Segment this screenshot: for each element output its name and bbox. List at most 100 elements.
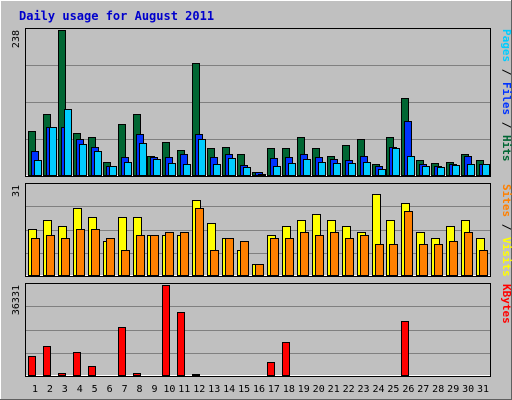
bar-kbytes-day-4 <box>73 352 81 376</box>
day-label-26: 26 <box>402 384 414 395</box>
bar-pages-day-15 <box>243 167 251 176</box>
bar-sites-day-24 <box>375 244 384 276</box>
legend-part: Visits <box>500 237 512 277</box>
y-max-label: 31 <box>11 185 22 197</box>
bar-sites-day-12 <box>195 208 204 276</box>
day-label-17: 17 <box>268 384 280 395</box>
bar-sites-day-16 <box>255 264 264 276</box>
bar-pages-day-22 <box>348 163 356 176</box>
day-label-11: 11 <box>178 384 190 395</box>
bar-sites-day-4 <box>76 229 85 276</box>
bar-pages-day-18 <box>288 163 296 176</box>
bar-sites-day-22 <box>345 238 354 276</box>
bar-pages-day-8 <box>139 143 147 176</box>
bar-kbytes-day-2 <box>43 346 51 376</box>
bar-pages-day-23 <box>363 162 371 176</box>
chart-title: Daily usage for August 2011 <box>19 9 214 23</box>
panel-2: 31 Sites / Visits <box>11 183 512 277</box>
bar-pages-day-14 <box>228 158 236 176</box>
bar-pages-day-12 <box>198 139 206 176</box>
bar-sites-day-28 <box>434 244 443 276</box>
bar-kbytes-day-12 <box>192 374 200 376</box>
legend-part: KBytes <box>500 284 512 324</box>
y-max-label: 36331 <box>11 285 22 315</box>
bar-pages-day-2 <box>49 127 57 176</box>
legend-part: / <box>500 62 512 82</box>
day-label-16: 16 <box>253 384 265 395</box>
series-legend: Pages / Files / Hits <box>500 29 512 162</box>
bar-pages-day-6 <box>109 166 117 176</box>
bar-pages-day-27 <box>422 166 430 176</box>
day-label-9: 9 <box>151 384 157 395</box>
day-label-1: 1 <box>32 384 38 395</box>
bar-kbytes-day-10 <box>162 285 170 376</box>
bar-sites-day-15 <box>240 241 249 276</box>
day-label-18: 18 <box>283 384 295 395</box>
legend-part: / <box>500 115 512 135</box>
bar-sites-day-17 <box>270 238 279 276</box>
bar-pages-day-31 <box>482 164 490 176</box>
bar-sites-day-21 <box>330 232 339 276</box>
bar-pages-day-16 <box>258 174 266 176</box>
bar-sites-day-27 <box>419 244 428 276</box>
day-label-6: 6 <box>107 384 113 395</box>
bar-sites-day-2 <box>46 235 55 276</box>
day-label-27: 27 <box>417 384 429 395</box>
bar-sites-day-30 <box>464 232 473 276</box>
day-label-19: 19 <box>298 384 310 395</box>
day-label-5: 5 <box>92 384 98 395</box>
legend-part: Hits <box>500 135 512 162</box>
day-label-29: 29 <box>447 384 459 395</box>
series-legend: Sites / Visits <box>500 184 512 277</box>
day-label-25: 25 <box>387 384 399 395</box>
bar-kbytes-day-3 <box>58 373 66 376</box>
legend-part: / <box>500 217 512 237</box>
day-label-22: 22 <box>343 384 355 395</box>
bar-sites-day-11 <box>180 232 189 276</box>
day-label-28: 28 <box>432 384 444 395</box>
bar-sites-day-9 <box>150 235 159 276</box>
bar-pages-day-4 <box>79 144 87 176</box>
bar-kbytes-day-5 <box>88 366 96 376</box>
bar-sites-day-14 <box>225 238 234 276</box>
bar-pages-day-24 <box>378 169 386 176</box>
day-label-24: 24 <box>372 384 384 395</box>
day-label-8: 8 <box>136 384 142 395</box>
panel-1: 238 Pages / Files / Hits <box>11 28 512 177</box>
day-label-31: 31 <box>477 384 489 395</box>
bar-pages-day-28 <box>437 167 445 176</box>
bar-kbytes-day-7 <box>118 327 126 376</box>
day-label-10: 10 <box>163 384 175 395</box>
bar-sites-day-23 <box>360 235 369 276</box>
bar-sites-day-26 <box>404 211 413 276</box>
bar-pages-day-20 <box>318 162 326 176</box>
legend-part: Sites <box>500 184 512 217</box>
bar-kbytes-day-1 <box>28 356 36 376</box>
bar-sites-day-13 <box>210 250 219 276</box>
bar-kbytes-day-18 <box>282 342 290 376</box>
bar-pages-day-30 <box>467 164 475 176</box>
bar-pages-day-26 <box>407 156 415 176</box>
bar-pages-day-21 <box>333 163 341 176</box>
bar-sites-day-1 <box>31 238 40 276</box>
bar-kbytes-day-8 <box>133 373 141 376</box>
day-label-7: 7 <box>122 384 128 395</box>
series-legend: KBytes <box>500 284 512 324</box>
bar-kbytes-day-17 <box>267 362 275 376</box>
bar-pages-day-11 <box>183 164 191 176</box>
bar-sites-day-18 <box>285 238 294 276</box>
bar-pages-day-1 <box>34 160 42 176</box>
bar-sites-day-3 <box>61 238 70 276</box>
day-label-20: 20 <box>313 384 325 395</box>
panel-3: 36331 KBytes <box>11 283 512 377</box>
day-label-30: 30 <box>462 384 474 395</box>
legend-part: Pages <box>500 29 512 62</box>
bar-sites-day-8 <box>136 235 145 276</box>
day-label-23: 23 <box>357 384 369 395</box>
bar-pages-day-3 <box>64 109 72 176</box>
bar-sites-day-19 <box>300 232 309 276</box>
day-label-13: 13 <box>208 384 220 395</box>
bar-pages-day-19 <box>303 159 311 176</box>
day-label-2: 2 <box>47 384 53 395</box>
